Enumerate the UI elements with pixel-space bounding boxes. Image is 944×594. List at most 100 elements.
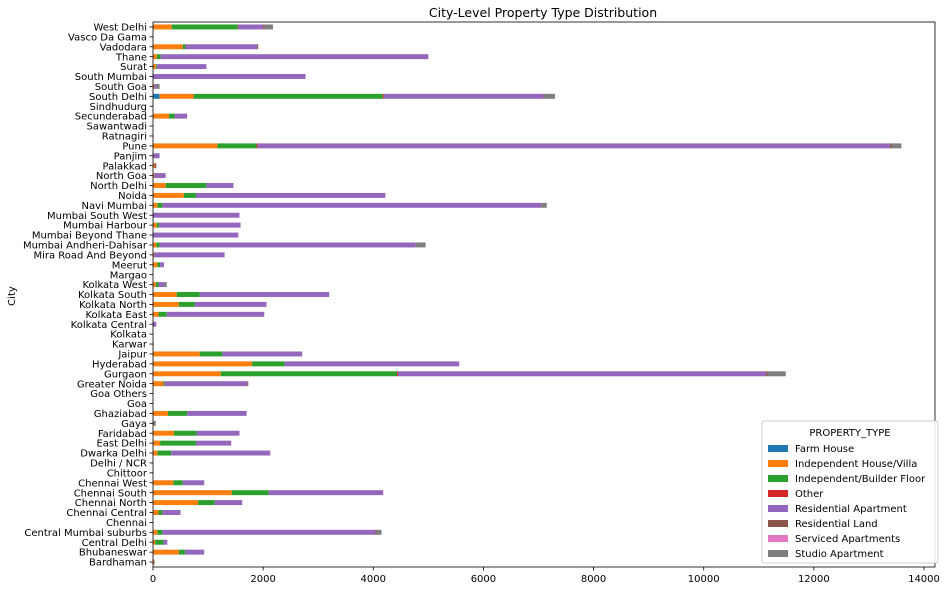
x-tick-label: 8000: [581, 574, 606, 585]
bar-segment: [195, 440, 232, 446]
bar-segment: [153, 559, 155, 565]
bar-segment: [153, 192, 184, 198]
legend-swatch: [768, 460, 788, 467]
y-tick-label: Bhubaneswar: [79, 548, 148, 559]
bar-segment: [153, 212, 240, 218]
bar-segment: [162, 510, 181, 515]
legend-frame: [761, 420, 939, 564]
bar-segment: [159, 93, 194, 99]
y-tick-label: Chittoor: [107, 468, 148, 479]
legend-swatch: [768, 535, 788, 542]
y-tick-label: Noida: [118, 191, 147, 202]
legend-label: Independent House/Villa: [795, 459, 917, 470]
bar-segment: [237, 24, 239, 30]
bar-segment: [153, 262, 158, 268]
bar-segment: [153, 440, 161, 446]
bar-segment: [376, 529, 382, 535]
bar-segment: [206, 183, 234, 188]
bar-segment: [263, 24, 265, 30]
bar-segment: [153, 153, 160, 159]
bar-segment: [162, 202, 542, 208]
x-tick-label: 0: [150, 574, 156, 585]
bar-segment: [159, 242, 416, 248]
y-tick-label: Mumbai South West: [47, 211, 147, 222]
y-tick-label: North Goa: [96, 171, 147, 182]
bar-segment: [162, 529, 376, 535]
bar-segment: [155, 282, 159, 288]
bar-segment: [157, 450, 172, 456]
y-tick-label: Kolkata: [110, 330, 147, 341]
bar-segment: [375, 529, 377, 535]
bar-segment: [153, 500, 199, 506]
bar-segment: [196, 430, 240, 436]
bar-segment: [154, 559, 155, 565]
bar-segment: [153, 202, 158, 208]
bar-segment: [153, 93, 160, 99]
bar-segment: [160, 262, 165, 268]
bar-segment: [163, 381, 165, 387]
bar-segment: [153, 480, 174, 486]
y-tick-label: South Goa: [95, 82, 147, 93]
bar-segment: [155, 539, 164, 545]
y-tick-label: Ghaziabad: [94, 409, 147, 420]
y-tick-label: Sawantwadi: [87, 122, 147, 133]
bar-segment: [153, 282, 156, 288]
bar-segment: [153, 173, 155, 179]
y-tick-label: Mira Road And Beyond: [33, 250, 147, 261]
legend-label: Farm House: [795, 444, 854, 455]
x-tick-label: 2000: [250, 574, 275, 585]
y-tick-label: Mumbai Beyond Thane: [32, 231, 147, 242]
bar-segment: [193, 93, 383, 99]
bar-segment: [154, 163, 157, 169]
y-tick-label: Greater Noida: [77, 379, 147, 390]
y-tick-label: Hyderabad: [92, 359, 147, 370]
y-tick-label: Kolkata North: [79, 300, 147, 311]
y-tick-label: Surat: [120, 62, 147, 73]
bar-segment: [158, 510, 163, 515]
bar-segment: [187, 410, 247, 416]
bar-segment: [160, 54, 429, 60]
bar-segment: [153, 529, 158, 535]
bar-segment: [153, 64, 156, 70]
bar-segment: [252, 361, 285, 367]
bar-segment: [153, 113, 169, 119]
y-tick-label: Palakkad: [103, 161, 148, 172]
y-tick-label: Vasco Da Gama: [68, 32, 147, 43]
bar-segment: [154, 173, 166, 179]
legend-swatch: [768, 490, 788, 497]
bar-segment: [153, 510, 159, 515]
x-tick-label: 12000: [798, 574, 830, 585]
bar-segment: [415, 242, 426, 248]
y-axis-label: City: [7, 286, 18, 306]
bar-segment: [398, 371, 766, 377]
bar-segment: [383, 93, 544, 99]
bar-segment: [257, 44, 259, 50]
x-tick-label: 10000: [688, 574, 720, 585]
bar-segment: [153, 361, 253, 367]
bar-segment: [153, 430, 174, 436]
bar-segment: [541, 202, 547, 208]
bar-segment: [382, 93, 384, 99]
legend-title: PROPERTY_TYPE: [809, 428, 890, 439]
bar-segment: [155, 64, 157, 70]
y-tick-label: Chennai South: [74, 488, 147, 499]
y-tick-label: Mumbai Harbour: [63, 221, 148, 232]
y-tick-label: Ratnagiri: [102, 132, 147, 143]
bar-segment: [156, 54, 161, 60]
bar-segment: [153, 83, 155, 89]
y-tick-label: Dwarka Delhi: [80, 449, 147, 460]
bar-segment: [153, 351, 200, 357]
bar-segment: [167, 410, 188, 416]
bar-segment: [153, 311, 159, 317]
legend: PROPERTY_TYPE Farm House Independent Hous…: [761, 420, 939, 564]
bar-segment: [231, 490, 269, 496]
bar-segment: [891, 143, 902, 149]
bar-segment: [214, 500, 243, 506]
bar-segment: [765, 371, 768, 377]
bar-segment: [396, 371, 399, 377]
y-tick-label: Central Delhi: [82, 538, 147, 549]
y-tick-label: Faridabad: [98, 429, 147, 440]
bar-segment: [153, 44, 183, 50]
y-tick-label: Panjim: [114, 151, 147, 162]
